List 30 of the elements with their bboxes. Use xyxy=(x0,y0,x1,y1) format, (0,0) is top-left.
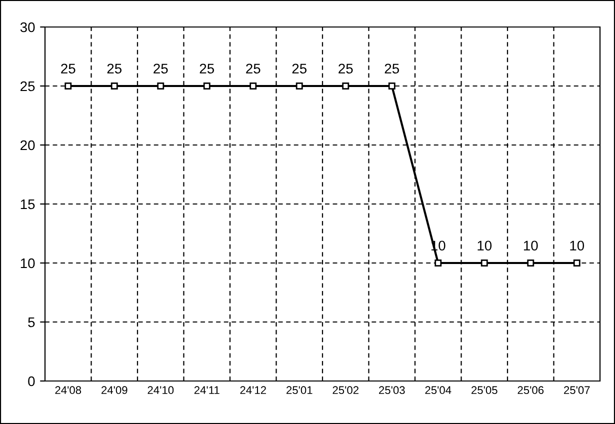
data-label: 25 xyxy=(200,64,214,74)
x-tick-label: 25'01 xyxy=(286,386,312,394)
x-tick-label: 24'11 xyxy=(194,386,220,394)
data-label: 10 xyxy=(570,240,584,251)
x-tick-label: 24'08 xyxy=(55,386,82,394)
data-label: 10 xyxy=(478,240,492,251)
y-tick-label: 30 xyxy=(20,22,35,32)
data-label: 25 xyxy=(292,64,307,74)
data-label: 25 xyxy=(384,64,400,74)
data-label: 25 xyxy=(246,64,260,74)
x-tick-label: 25'06 xyxy=(518,386,544,394)
y-tick-label: 5 xyxy=(28,317,35,328)
x-tick-label: 25'04 xyxy=(425,386,452,394)
data-label: 25 xyxy=(154,64,168,74)
x-tick-label: 24'10 xyxy=(148,386,174,394)
data-label: 10 xyxy=(524,240,538,251)
y-tick-label: 0 xyxy=(28,376,35,386)
x-tick-label: 25'07 xyxy=(564,386,590,394)
y-tick-label: 15 xyxy=(20,199,35,210)
y-tick-label: 25 xyxy=(20,81,35,92)
y-tick-label: 10 xyxy=(20,258,35,268)
data-label: 25 xyxy=(338,64,353,74)
x-tick-label: 25'05 xyxy=(472,386,498,394)
x-tick-label: 24'09 xyxy=(102,386,128,394)
x-tick-label: 24'12 xyxy=(240,386,266,394)
y-tick-label: 20 xyxy=(20,140,35,150)
data-label: 25 xyxy=(107,64,122,74)
x-tick-label: 25'03 xyxy=(379,386,405,394)
x-tick-label: 25'02 xyxy=(332,386,358,394)
data-label: 25 xyxy=(61,64,76,74)
